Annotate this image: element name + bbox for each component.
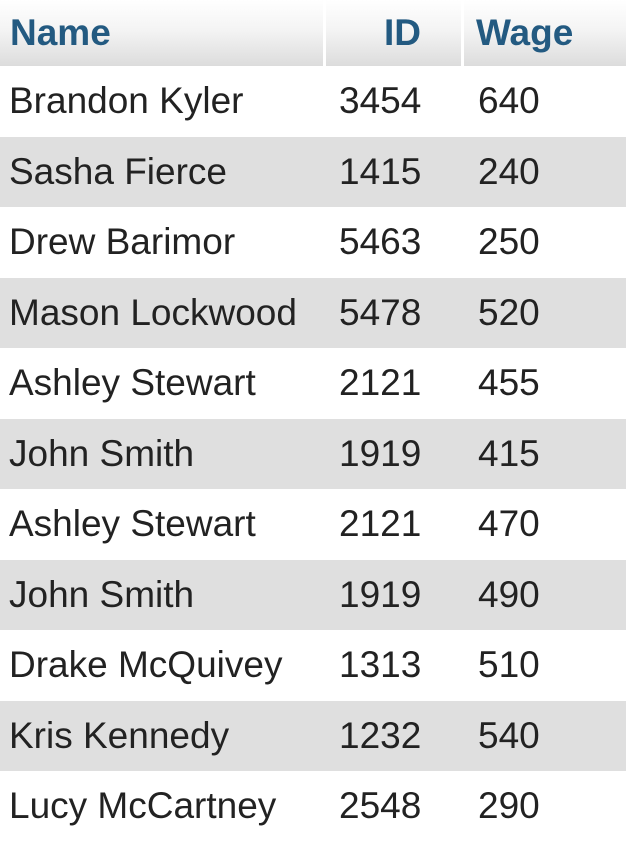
cell-id: 3454 xyxy=(326,66,464,137)
cell-id: 2121 xyxy=(326,348,464,419)
cell-name: Drew Barimor xyxy=(0,207,326,278)
table-row[interactable]: Drake McQuivey 1313 510 xyxy=(0,630,626,701)
cell-name: Ashley Stewart xyxy=(0,489,326,560)
table-body: Brandon Kyler 3454 640 Sasha Fierce 1415 240 D… xyxy=(0,66,626,842)
cell-wage: 520 xyxy=(464,277,626,348)
table-row[interactable]: Brandon Kyler 3454 640 xyxy=(0,66,626,137)
cell-wage: 640 xyxy=(464,66,626,137)
cell-wage: 415 xyxy=(464,418,626,489)
cell-name: Brandon Kyler xyxy=(0,66,326,137)
cell-name: Kris Kennedy xyxy=(0,700,326,771)
cell-name: Mason Lockwood xyxy=(0,277,326,348)
column-header-id[interactable]: ID xyxy=(326,0,464,66)
cell-id: 1919 xyxy=(326,559,464,630)
cell-id: 1232 xyxy=(326,700,464,771)
cell-id: 2548 xyxy=(326,771,464,842)
table-row[interactable]: John Smith 1919 490 xyxy=(0,559,626,630)
table-header: Name ID Wage xyxy=(0,0,626,66)
table-row[interactable]: Ashley Stewart 2121 470 xyxy=(0,489,626,560)
column-header-wage[interactable]: Wage xyxy=(464,0,626,66)
cell-wage: 455 xyxy=(464,348,626,419)
cell-wage: 290 xyxy=(464,771,626,842)
cell-id: 1415 xyxy=(326,136,464,207)
table-row[interactable]: John Smith 1919 415 xyxy=(0,418,626,489)
cell-wage: 490 xyxy=(464,559,626,630)
cell-wage: 250 xyxy=(464,207,626,278)
table-row[interactable]: Sasha Fierce 1415 240 xyxy=(0,136,626,207)
cell-name: Ashley Stewart xyxy=(0,348,326,419)
cell-name: Lucy McCartney xyxy=(0,771,326,842)
cell-id: 1313 xyxy=(326,630,464,701)
cell-wage: 470 xyxy=(464,489,626,560)
cell-id: 1919 xyxy=(326,418,464,489)
cell-name: Drake McQuivey xyxy=(0,630,326,701)
cell-id: 2121 xyxy=(326,489,464,560)
cell-wage: 510 xyxy=(464,630,626,701)
cell-id: 5463 xyxy=(326,207,464,278)
cell-name: John Smith xyxy=(0,418,326,489)
table-row[interactable]: Kris Kennedy 1232 540 xyxy=(0,700,626,771)
cell-name: Sasha Fierce xyxy=(0,136,326,207)
cell-wage: 240 xyxy=(464,136,626,207)
table-row[interactable]: Mason Lockwood 5478 520 xyxy=(0,277,626,348)
cell-id: 5478 xyxy=(326,277,464,348)
table-row[interactable]: Drew Barimor 5463 250 xyxy=(0,207,626,278)
cell-wage: 540 xyxy=(464,700,626,771)
table-row[interactable]: Lucy McCartney 2548 290 xyxy=(0,771,626,842)
header-row: Name ID Wage xyxy=(0,0,626,66)
results-table: Name ID Wage Brandon Kyler 3454 640 Sasha F… xyxy=(0,0,626,842)
table-row[interactable]: Ashley Stewart 2121 455 xyxy=(0,348,626,419)
column-header-name[interactable]: Name xyxy=(0,0,326,66)
cell-name: John Smith xyxy=(0,559,326,630)
